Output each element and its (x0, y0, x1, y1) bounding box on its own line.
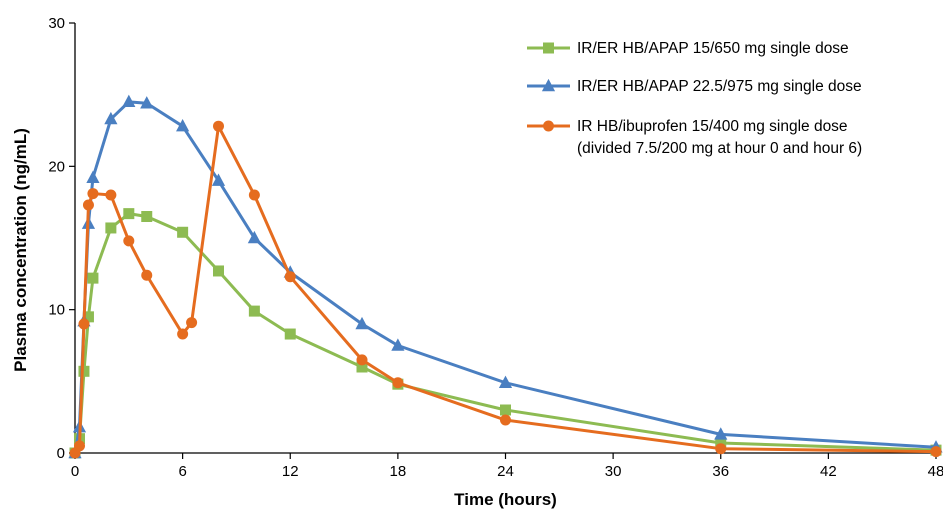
data-point-circle (543, 120, 554, 132)
data-point-circle (105, 189, 117, 201)
data-point-square (123, 208, 135, 220)
data-point-circle (186, 317, 198, 329)
data-point-square (87, 272, 99, 284)
data-point-triangle (176, 119, 190, 132)
data-point-circle (87, 188, 99, 200)
data-point-circle (123, 235, 135, 247)
x-tick-label: 0 (71, 463, 79, 480)
data-point-square (213, 265, 224, 277)
x-tick-label: 18 (390, 463, 407, 480)
data-point-square (105, 222, 117, 234)
series-line (73, 124, 937, 454)
legend-label: IR/ER HB/APAP 22.5/975 mg single dose (577, 78, 862, 95)
data-point-square (715, 437, 727, 449)
data-point-triangle (541, 78, 556, 92)
x-tick-label: 36 (712, 463, 729, 480)
data-point-circle (177, 328, 189, 340)
data-point-triangle (355, 316, 369, 330)
data-point-square (141, 211, 153, 222)
legend-item: IR/ER HB/APAP 22.5/975 mg single dose (527, 78, 862, 95)
data-point-circle (930, 446, 942, 458)
series-3 (69, 120, 942, 459)
legend-item: IR HB/ibuprofen 15/400 mg single dose (di… (527, 118, 862, 157)
data-point-triangle (140, 96, 154, 109)
data-point-circle (78, 318, 90, 330)
data-point-triangle (498, 375, 513, 388)
data-point-circle (715, 443, 727, 455)
data-point-circle (392, 377, 404, 389)
data-point-triangle (247, 230, 261, 244)
data-point-triangle (104, 111, 118, 125)
ticks: 0 6 12 18 24 30 36 42 48 0 10 20 30 (48, 15, 943, 480)
x-tick-label: 30 (605, 463, 622, 480)
data-point-circle (213, 120, 224, 132)
data-point-square (500, 404, 511, 416)
x-tick-label: 42 (820, 463, 837, 480)
data-point-circle (500, 414, 511, 426)
data-point-square (177, 226, 189, 238)
data-point-circle (141, 269, 153, 281)
data-point-square (543, 42, 554, 54)
y-tick-label: 20 (48, 158, 65, 175)
y-tick-label: 10 (48, 302, 65, 319)
legend-item: IR/ER HB/APAP 15/650 mg single dose (527, 40, 849, 57)
data-point-circle (284, 271, 296, 283)
data-point-triangle (122, 94, 136, 108)
data-point-triangle (391, 338, 405, 351)
x-axis-title: Time (hours) (454, 490, 557, 509)
legend: IR/ER HB/APAP 15/650 mg single dose IR/ER… (527, 40, 862, 157)
data-point-triangle (86, 170, 100, 183)
data-point-square (78, 365, 90, 377)
x-tick-label: 48 (928, 463, 943, 480)
data-point-triangle (211, 173, 226, 186)
legend-label: IR/ER HB/APAP 15/650 mg single dose (577, 40, 849, 57)
y-tick-label: 30 (48, 15, 65, 32)
y-tick-label: 0 (57, 445, 65, 462)
data-point-circle (73, 440, 85, 452)
series-layer (68, 94, 943, 459)
data-point-circle (356, 354, 368, 366)
x-tick-label: 24 (497, 463, 514, 480)
data-point-circle (82, 199, 94, 211)
legend-label: IR HB/ibuprofen 15/400 mg single dose (577, 118, 848, 135)
data-point-square (248, 305, 260, 317)
data-point-circle (248, 189, 260, 201)
y-axis-title: Plasma concentration (ng/mL) (11, 128, 30, 372)
data-point-square (284, 328, 296, 340)
legend-label-line2: (divided 7.5/200 mg at hour 0 and hour 6… (577, 140, 862, 157)
x-tick-label: 12 (282, 463, 299, 480)
x-tick-label: 6 (178, 463, 186, 480)
data-point-square (82, 311, 94, 323)
data-point-triangle (714, 427, 728, 440)
data-point-square (356, 361, 368, 373)
